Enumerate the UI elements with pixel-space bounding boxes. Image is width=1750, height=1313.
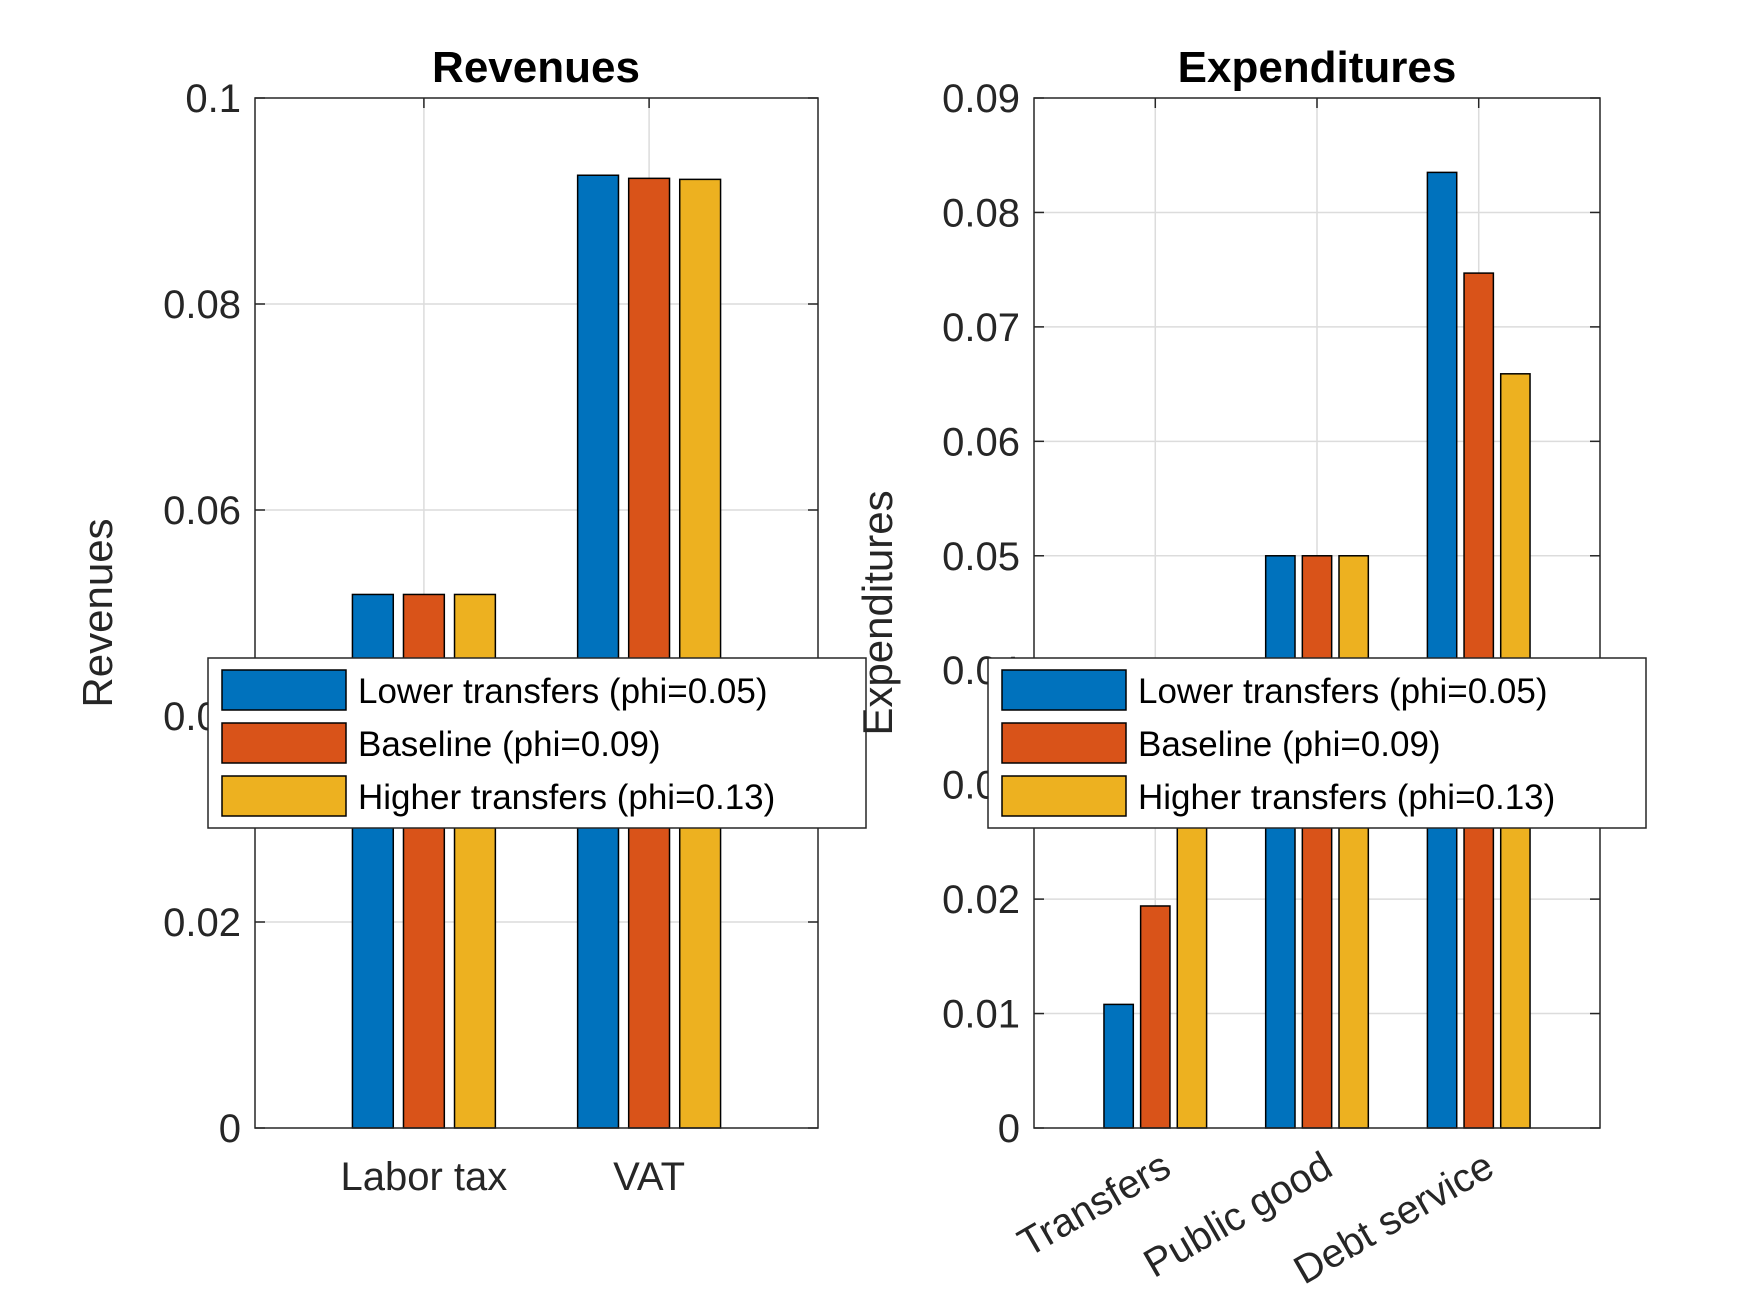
bar-1-public-good [1264,555,1296,1129]
y-axis-label: Expenditures [854,490,901,735]
legend-label: Baseline (phi=0.09) [358,725,661,764]
legend-swatch [221,722,347,764]
legend-swatch [1001,775,1127,817]
legend-swatch [1001,669,1127,711]
legend-label: Higher transfers (phi=0.13) [1138,778,1555,817]
chart-title: Revenues [432,43,640,92]
y-axis-label: Revenues [74,518,121,707]
y-tick-label: 0.08 [942,191,1020,235]
axes-box [254,97,819,1129]
legend-label: Lower transfers (phi=0.05) [1138,672,1548,711]
x-tick-label: Labor tax [341,1155,508,1199]
bar-2-vat [627,177,671,1129]
bar-3-vat [678,178,722,1129]
legend-label: Higher transfers (phi=0.13) [358,778,775,817]
y-tick-label: 0.01 [942,993,1020,1037]
bar-1-transfers [1103,1003,1135,1129]
y-tick-label: 0.06 [942,420,1020,464]
bar-1-vat [576,174,620,1129]
y-tick-label: 0.05 [942,535,1020,579]
legend-swatch [221,669,347,711]
y-tick-label: 0.08 [163,283,241,327]
bar-2-transfers [1139,905,1171,1129]
legend-swatch [1001,722,1127,764]
bar-3-public-good [1338,555,1370,1129]
plot-area [255,98,818,1128]
axes-box [1033,97,1601,1129]
chart-title: Expenditures [1178,43,1457,92]
y-tick-label: 0 [998,1107,1020,1151]
legend-swatch [221,775,347,817]
legend: Lower transfers (phi=0.05) Baseline (phi=… [987,657,1647,829]
y-tick-label: 0.09 [942,77,1020,121]
y-tick-label: 0.02 [942,878,1020,922]
bar-2-public-good [1301,555,1333,1129]
y-tick-label: 0.1 [185,77,241,121]
y-tick-label: 0.02 [163,901,241,945]
y-tick-label: 0.07 [942,306,1020,350]
expenditures-chart: 00.010.020.030.040.050.060.070.080.09Tra… [854,43,1647,1293]
y-tick-label: 0.06 [163,489,241,533]
bar-1-debt-service [1426,171,1458,1129]
y-tick-label: 0 [219,1107,241,1151]
legend-label: Lower transfers (phi=0.05) [358,672,768,711]
bar-3-transfers [1176,801,1208,1129]
x-tick-label: VAT [613,1155,685,1199]
legend-label: Baseline (phi=0.09) [1138,725,1441,764]
legend: Lower transfers (phi=0.05) Baseline (phi=… [207,657,867,829]
